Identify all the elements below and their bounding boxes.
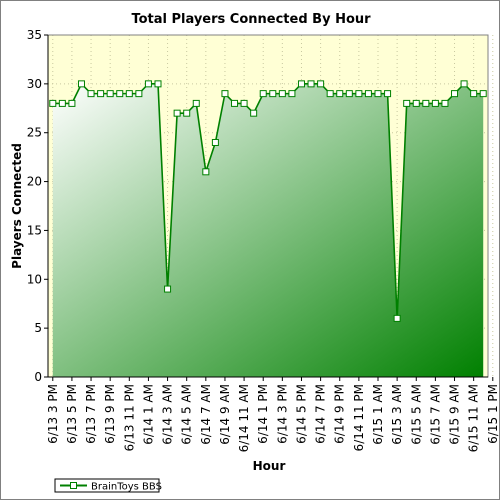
data-point — [412, 99, 420, 107]
x-tick-label: 6/15 11 AM — [467, 384, 481, 452]
x-tick-label: 6/13 7 PM — [84, 384, 98, 444]
data-point — [240, 99, 248, 107]
x-tick-label: 6/14 5 AM — [180, 384, 194, 445]
series-line — [52, 82, 484, 319]
data-point — [116, 90, 124, 98]
data-point — [135, 90, 143, 98]
legend-label: BrainToys BBS — [91, 482, 162, 493]
x-axis-label: Hour — [253, 459, 286, 473]
data-point — [479, 90, 487, 98]
data-point — [68, 99, 76, 107]
x-tick-label: 6/13 5 PM — [65, 384, 79, 444]
x-tick-label: 6/15 9 AM — [448, 384, 462, 445]
data-point — [345, 90, 353, 98]
data-point — [173, 109, 181, 117]
data-point — [336, 90, 344, 98]
y-tick-label: 30 — [27, 77, 42, 91]
data-point — [231, 99, 239, 107]
legend-marker-swatch — [70, 482, 77, 489]
data-point — [326, 90, 334, 98]
data-point — [221, 90, 229, 98]
x-tick-label: 6/14 11 AM — [237, 384, 251, 452]
data-point — [154, 80, 162, 88]
x-tick-label: 6/14 5 PM — [294, 384, 308, 444]
x-tick-label: 6/15 1 AM — [371, 384, 385, 445]
x-tick-label: 6/13 3 PM — [46, 384, 60, 444]
x-tick-label: 6/14 3 AM — [161, 384, 175, 445]
data-point — [384, 90, 392, 98]
data-point — [164, 285, 172, 293]
x-tick-label: 6/14 1 AM — [141, 384, 155, 445]
legend-box — [54, 478, 160, 493]
data-point — [403, 99, 411, 107]
x-tick-label: 6/14 3 PM — [275, 384, 289, 444]
x-tick-label: 6/15 5 AM — [409, 384, 423, 445]
x-tick-label: 6/14 1 PM — [256, 384, 270, 444]
data-point — [202, 168, 210, 176]
data-point — [278, 90, 286, 98]
data-point — [451, 90, 459, 98]
data-point — [431, 99, 439, 107]
data-point — [106, 90, 114, 98]
x-tick-label: 6/15 1 PM — [486, 384, 500, 444]
data-point — [297, 80, 305, 88]
data-point — [317, 80, 325, 88]
y-tick-label: 10 — [27, 272, 42, 286]
data-point — [470, 90, 478, 98]
data-point — [58, 99, 66, 107]
series-area — [52, 83, 484, 377]
data-point — [288, 90, 296, 98]
x-tick-label: 6/15 3 AM — [390, 384, 404, 445]
data-point — [211, 138, 219, 146]
data-point — [259, 90, 267, 98]
data-point — [144, 80, 152, 88]
data-point — [269, 90, 277, 98]
y-tick-label: 5 — [34, 321, 42, 335]
x-tick-label: 6/14 9 PM — [333, 384, 347, 444]
y-axis-label: Players Connected — [10, 143, 24, 269]
data-point — [460, 80, 468, 88]
data-point — [374, 90, 382, 98]
y-tick-label: 35 — [27, 28, 42, 42]
y-tick-label: 15 — [27, 223, 42, 237]
y-tick-label: 20 — [27, 175, 42, 189]
legend: BrainToys BBS — [54, 478, 162, 493]
y-tick-label: 0 — [34, 370, 42, 384]
x-tick-label: 6/14 9 AM — [218, 384, 232, 445]
data-point — [307, 80, 315, 88]
x-tick-label: 6/15 7 AM — [428, 384, 442, 445]
x-tick-label: 6/13 9 PM — [103, 384, 117, 444]
y-tick-label: 25 — [27, 126, 42, 140]
data-point — [393, 314, 401, 322]
data-point — [97, 90, 105, 98]
data-point — [49, 99, 57, 107]
x-tick-label: 6/13 11 PM — [122, 384, 136, 451]
data-point — [355, 90, 363, 98]
chart-title: Total Players Connected By Hour — [131, 12, 371, 27]
x-tick-label: 6/14 11 PM — [352, 384, 366, 451]
data-point — [422, 99, 430, 107]
data-point — [87, 90, 95, 98]
x-tick-label: 6/14 7 PM — [314, 384, 328, 444]
data-point — [183, 109, 191, 117]
data-point — [250, 109, 258, 117]
data-point — [441, 99, 449, 107]
data-point — [192, 99, 200, 107]
x-tick-label: 6/14 7 AM — [199, 384, 213, 445]
data-point — [125, 90, 133, 98]
data-point — [364, 90, 372, 98]
data-point — [77, 80, 85, 88]
